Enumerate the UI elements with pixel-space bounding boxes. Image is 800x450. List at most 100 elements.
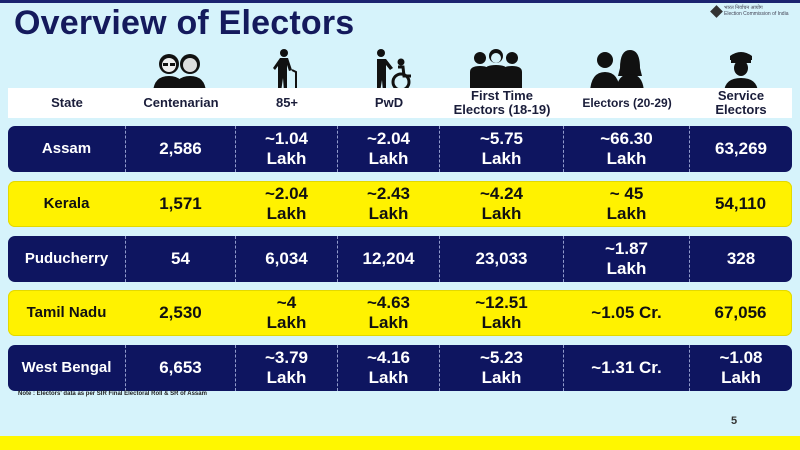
header-service-electors: Service Electors: [690, 88, 792, 118]
cell-text: West Bengal: [21, 359, 112, 376]
value-cell: ~5.75 Lakh: [440, 126, 564, 172]
cell-text: 54: [171, 249, 190, 268]
state-cell: Tamil Nadu: [8, 290, 126, 336]
header-first-time-electors: First Time Electors (18-19): [440, 88, 564, 118]
cell-text: ~3.79: [264, 348, 308, 367]
value-cell: ~12.51 Lakh: [440, 290, 564, 336]
military-officer-icon: [724, 52, 758, 92]
cell-text: Kerala: [43, 195, 90, 212]
cell-text: Lakh: [266, 368, 307, 387]
header-85plus: 85+: [275, 95, 299, 110]
table-row: Puducherry 54 6,034 12,204 23,033 ~1.87 Lakh 32…: [8, 236, 792, 282]
value-cell: 2,586: [126, 126, 236, 172]
cell-text: ~2.04: [264, 184, 308, 203]
value-cell: 67,056: [690, 290, 792, 336]
value-cell: 54,110: [690, 181, 792, 227]
young-group-icon: [470, 49, 522, 92]
value-cell: ~2.43 Lakh: [338, 181, 440, 227]
cell-text: ~2.43: [366, 184, 410, 203]
cell-text: Lakh: [368, 313, 409, 332]
table-row: Tamil Nadu 2,530 ~4 Lakh ~4.63 Lakh ~12.51 Lakh…: [8, 290, 792, 336]
value-cell: ~1.31 Cr.: [564, 345, 690, 391]
cell-text: ~1.31 Cr.: [591, 358, 662, 377]
cell-text: 1,571: [159, 194, 202, 213]
cell-text: Lakh: [266, 149, 307, 168]
cell-text: Lakh: [606, 259, 647, 278]
cell-text: ~ 45: [609, 184, 644, 203]
page-title: Overview of Electors: [14, 4, 355, 42]
cell-text: ~5.75: [479, 129, 523, 148]
cell-text: Lakh: [368, 149, 409, 168]
cell-text: ~1.05 Cr.: [591, 303, 662, 322]
footnote: Note : Electors' data as per SIR Final E…: [18, 391, 207, 397]
value-cell: ~4.24 Lakh: [440, 181, 564, 227]
column-icons: [0, 40, 800, 92]
value-cell: ~3.79 Lakh: [236, 345, 338, 391]
cell-text: Lakh: [368, 368, 409, 387]
value-cell: ~1.08 Lakh: [690, 345, 792, 391]
state-cell: Puducherry: [8, 236, 126, 282]
state-cell: Kerala: [8, 181, 126, 227]
top-border: [0, 0, 800, 3]
eci-logo: भारत निर्वाचन आयोग Election Commission o…: [710, 4, 789, 18]
header-first-time-line2: Electors (18-19): [453, 102, 551, 117]
value-cell: 23,033: [440, 236, 564, 282]
cell-text: ~4.16: [366, 348, 410, 367]
logo-text-english: Election Commission of India: [724, 11, 789, 17]
cell-text: 63,269: [715, 139, 767, 158]
header-electors-20-29: Electors (20-29): [582, 96, 672, 110]
cell-text: 54,110: [714, 194, 767, 213]
cell-text: Puducherry: [24, 250, 109, 267]
value-cell: 6,034: [236, 236, 338, 282]
value-cell: ~1.05 Cr.: [564, 290, 690, 336]
cell-text: 2,586: [159, 139, 202, 158]
cell-text: 12,204: [362, 249, 415, 268]
table-row: Kerala 1,571 ~2.04 Lakh ~2.43 Lakh ~4.24 Lakh ~ …: [8, 181, 792, 227]
cell-text: ~4: [276, 293, 297, 312]
value-cell: ~4 Lakh: [236, 290, 338, 336]
value-cell: ~2.04 Lakh: [338, 126, 440, 172]
header-pwd: PwD: [374, 95, 404, 110]
cell-text: ~2.04: [366, 129, 410, 148]
value-cell: ~4.16 Lakh: [338, 345, 440, 391]
cell-text: Lakh: [606, 149, 647, 168]
value-cell: 12,204: [338, 236, 440, 282]
cell-text: ~1.87: [604, 239, 648, 258]
cell-text: 2,530: [159, 303, 202, 322]
cell-text: ~5.23: [479, 348, 523, 367]
logo-text-hindi: भारत निर्वाचन आयोग: [724, 5, 763, 11]
cell-text: ~1.08: [719, 348, 763, 367]
cell-text: Lakh: [481, 368, 522, 387]
value-cell: 328: [690, 236, 792, 282]
cell-text: Lakh: [606, 204, 647, 223]
header-first-time-line1: First Time: [471, 88, 533, 103]
eci-logo-icon: [710, 4, 723, 18]
bottom-band: [0, 436, 800, 450]
cell-text: Lakh: [481, 204, 522, 223]
cell-text: Lakh: [266, 204, 307, 223]
cell-text: 328: [726, 249, 756, 268]
cell-text: ~4.63: [366, 293, 410, 312]
value-cell: ~2.04 Lakh: [236, 181, 338, 227]
state-cell: Assam: [8, 126, 126, 172]
value-cell: 2,530: [126, 290, 236, 336]
value-cell: 63,269: [690, 126, 792, 172]
cell-text: Tamil Nadu: [26, 304, 107, 321]
value-cell: 54: [126, 236, 236, 282]
cell-text: 6,034: [265, 249, 308, 268]
value-cell: 6,653: [126, 345, 236, 391]
value-cell: ~66.30 Lakh: [564, 126, 690, 172]
cell-text: ~12.51: [475, 293, 528, 312]
header-state: State: [51, 95, 83, 110]
elderly-with-cane-icon: [273, 49, 297, 92]
cell-text: Lakh: [481, 149, 522, 168]
table-row: West Bengal 6,653 ~3.79 Lakh ~4.16 Lakh ~5.23 L…: [8, 345, 792, 391]
page-number: 5: [731, 415, 738, 427]
cell-text: ~1.04: [264, 129, 308, 148]
table-row: Assam 2,586 ~1.04 Lakh ~2.04 Lakh ~5.75 Lakh ~66…: [8, 126, 792, 172]
header-centenarian: Centenarian: [143, 95, 219, 110]
cell-text: Assam: [41, 140, 92, 157]
header-service-line1: Service: [717, 88, 765, 103]
cell-text: Lakh: [481, 313, 522, 332]
cell-text: ~66.30: [600, 129, 653, 148]
